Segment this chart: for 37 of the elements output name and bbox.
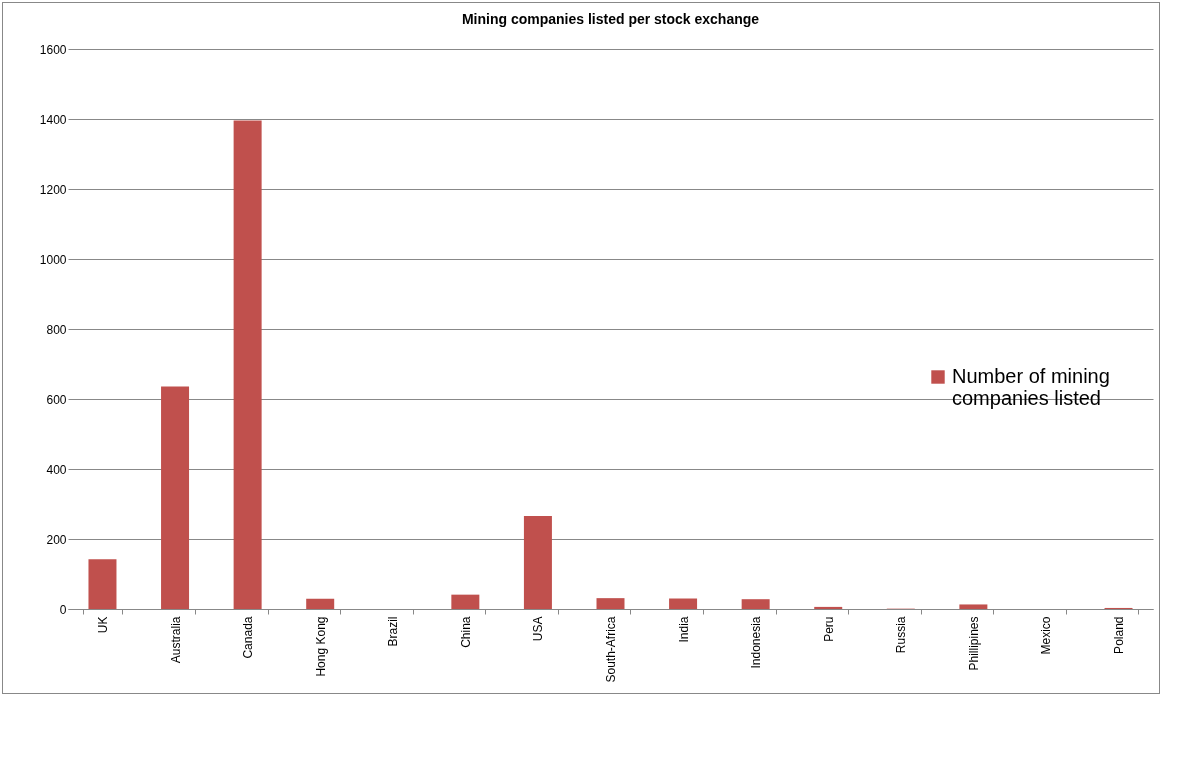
y-tick-label: 600 — [46, 392, 67, 407]
y-tick-label: 1400 — [39, 112, 67, 127]
bar — [161, 386, 190, 609]
x-tick-label: Indonesia — [749, 616, 764, 669]
x-tick-label: Australia — [168, 616, 183, 664]
x-tick-label: South-Africa — [604, 616, 618, 683]
x-tick-label: China — [458, 616, 473, 648]
y-tick-label: 1600 — [39, 42, 67, 57]
bar — [741, 599, 770, 609]
bar — [814, 606, 843, 609]
x-tick-label: UK — [95, 616, 110, 634]
x-tick-label: Phillipines — [966, 616, 981, 671]
x-tick-label: USA — [531, 616, 546, 642]
x-tick-label: Hong Kong — [313, 616, 328, 677]
bar — [306, 598, 335, 609]
bar — [523, 515, 552, 609]
bar — [88, 559, 117, 609]
y-tick-label: 200 — [46, 532, 67, 547]
chart-title: Mining companies listed per stock exchange — [461, 11, 760, 27]
legend-label: Number of mining companies listed — [952, 365, 1110, 409]
y-tick-label: 0 — [59, 602, 67, 617]
x-tick-label: Brazil — [386, 616, 401, 647]
bar — [669, 598, 698, 609]
x-tick-label: Russia — [894, 616, 909, 654]
x-tick-label: Peru — [821, 616, 836, 642]
bar — [451, 594, 480, 609]
x-tick-label: Poland — [1112, 616, 1127, 654]
x-tick-label: Mexico — [1039, 616, 1054, 655]
y-tick-label: 1000 — [39, 252, 67, 267]
bar — [233, 120, 262, 609]
x-tick-label: India — [676, 616, 691, 643]
y-tick-label: 800 — [46, 322, 67, 337]
x-tick-label: Canada — [241, 616, 256, 659]
bar — [596, 598, 625, 609]
bar — [959, 604, 988, 609]
y-tick-label: 1200 — [39, 182, 67, 197]
y-tick-label: 400 — [46, 462, 67, 477]
